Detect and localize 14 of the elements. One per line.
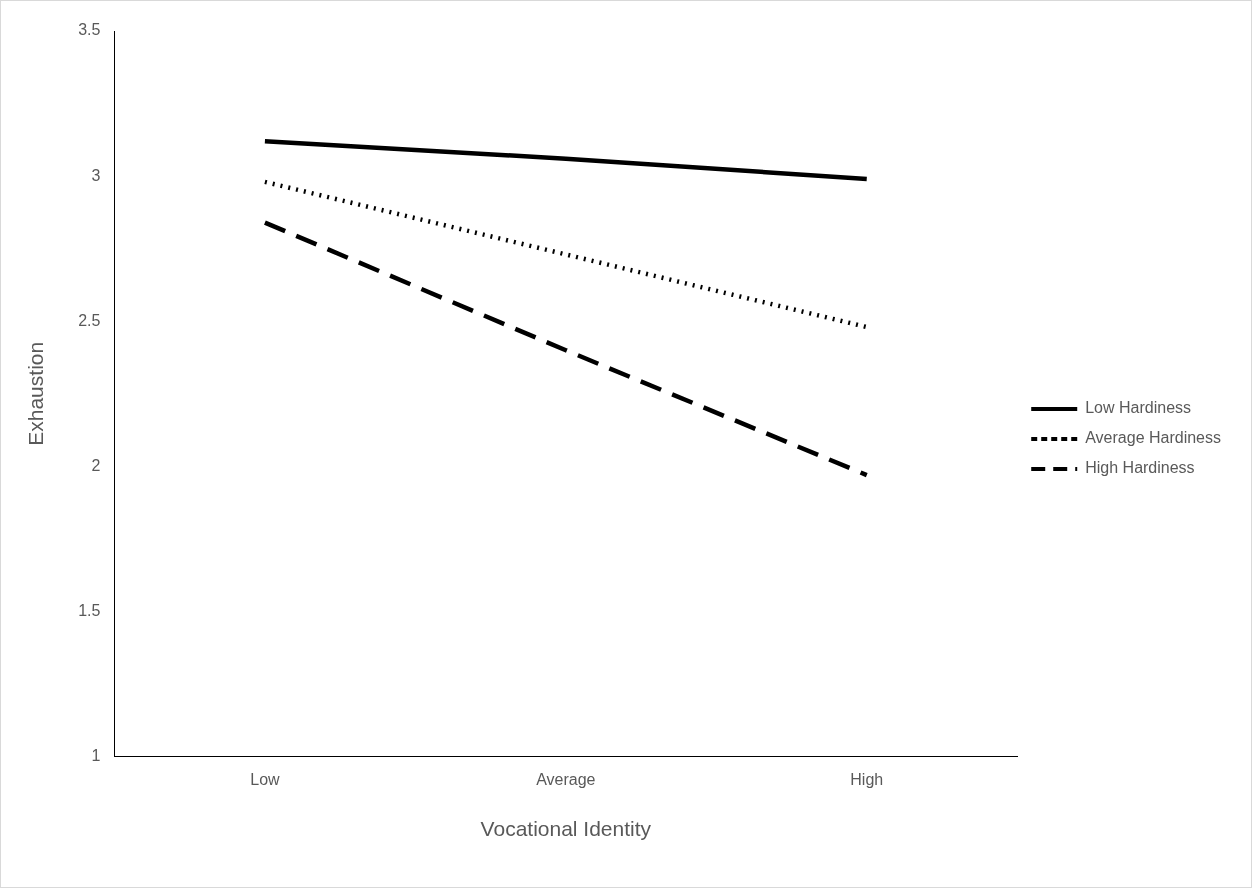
y-axis-title: Exhaustion <box>24 341 48 446</box>
x-tick-label: Low <box>250 770 281 788</box>
y-tick-label: 1.5 <box>78 601 101 619</box>
legend-label: High Hardiness <box>1085 459 1195 477</box>
y-tick-label: 1 <box>91 747 101 765</box>
legend-label: Low Hardiness <box>1085 399 1192 417</box>
y-tick-label: 2 <box>91 456 101 474</box>
x-axis-title: Vocational Identity <box>480 817 652 841</box>
x-tick-label: Average <box>536 770 596 788</box>
legend-label: Average Hardiness <box>1085 429 1221 447</box>
y-tick-label: 3.5 <box>78 21 101 39</box>
x-tick-label: High <box>850 770 884 788</box>
y-tick-label: 2.5 <box>78 311 101 329</box>
y-tick-label: 3 <box>91 166 101 184</box>
